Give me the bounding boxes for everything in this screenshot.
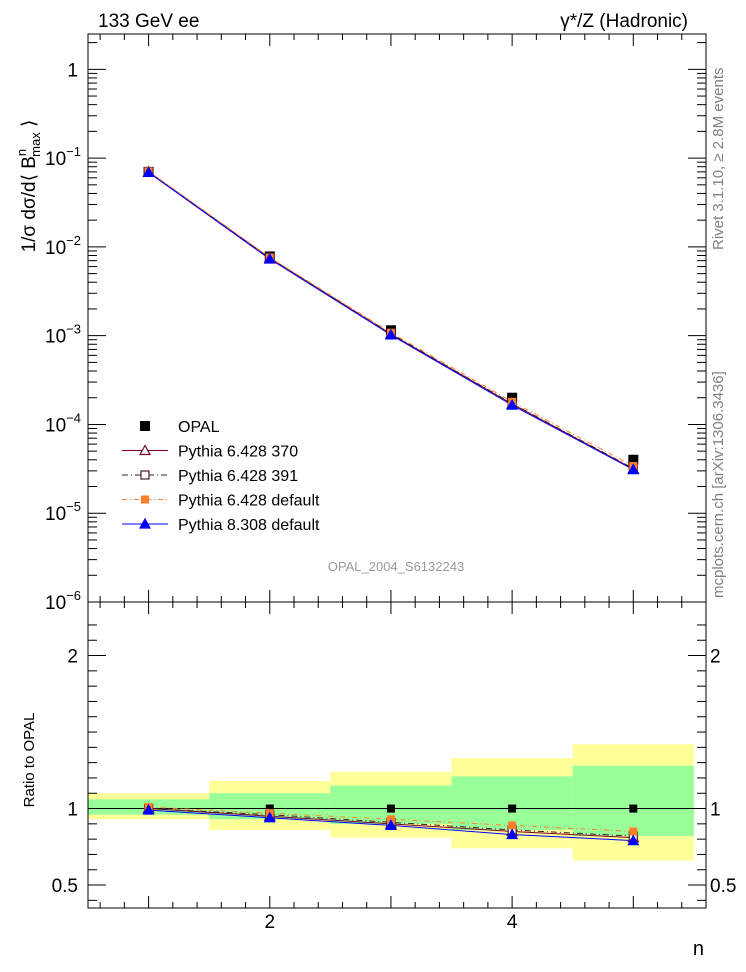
main-line-pythia-6-428-default [148, 170, 634, 467]
ratio-y-tick-label: 0.5 [52, 876, 78, 897]
main-point-pythia-8-308-default [506, 398, 519, 410]
legend-marker [141, 495, 149, 504]
ratio-point-pythia-8-308-default [142, 803, 155, 815]
main-point-pythia-8-308-default [627, 463, 640, 475]
main-y-axis-label: 1/σ dσ/d⟨ Bnmax ⟩ [14, 120, 43, 253]
analysis-id-label: OPAL_2004_S6132243 [328, 559, 464, 574]
axis-ticks [88, 34, 706, 908]
mcplots-label: mcplots.cern.ch [arXiv:1306.3436] [710, 371, 727, 598]
main-y-tick-label: 10−3 [45, 322, 81, 348]
legend-label: Pythia 8.308 default [178, 517, 320, 534]
main-y-axis-label-sup: n [14, 149, 29, 156]
main-series-lines [148, 170, 634, 471]
main-y-tick-label: 10−1 [45, 144, 81, 170]
x-tick-label: 4 [507, 912, 518, 933]
ratio-y-tick-label: 2 [67, 647, 78, 668]
header-right-label: γ*/Z (Hadronic) [560, 11, 688, 32]
main-y-tick-label: 10−6 [45, 588, 81, 614]
main-y-tick-label: 10−2 [45, 233, 81, 259]
ratio-error-bands [88, 744, 694, 861]
ratio-y-tick-label-right: 2 [710, 647, 721, 668]
main-y-axis-label-sub: max [28, 132, 43, 157]
ratio-line-pythia-6-428-391 [148, 808, 634, 837]
ratio-point-opal [508, 804, 517, 813]
ratio-point-opal [265, 804, 274, 813]
ratio-point-pythia-8-308-default [263, 811, 276, 823]
ratio-point-pythia-8-308-default [627, 834, 640, 846]
panel-frames [87, 33, 707, 909]
x-axis-label: n [693, 938, 704, 960]
ratio-point-pythia-8-308-default [506, 828, 519, 840]
legend: OPAL Pythia 6.428 370 Pythia 6.428 391 Pyth… [122, 419, 320, 534]
x-tick-label: 2 [264, 912, 275, 933]
axis-tick-labels: 1 10−1 10−2 10−3 10−4 10−5 10−6 0.5 0.5 1 1 2 2 2 4 [45, 60, 736, 933]
legend-marker [138, 517, 152, 529]
legend-marker [138, 444, 152, 456]
ratio-band-inner [572, 765, 694, 837]
main-line-pythia-6-428-370 [148, 171, 634, 470]
main-point-pythia-8-308-default [263, 252, 276, 264]
ratio-point-pythia-8-308-default [384, 819, 397, 830]
legend-label: OPAL [178, 419, 220, 436]
main-line-pythia-8-308-default [148, 172, 634, 471]
ratio-point-opal [629, 804, 638, 813]
ratio-point-pythia-6-428-default [629, 827, 638, 836]
main-point-pythia-8-308-default [384, 328, 397, 340]
main-point-pythia-8-308-default [142, 166, 155, 178]
ratio-y-tick-label: 1 [67, 800, 78, 821]
main-y-tick-label: 10−5 [45, 499, 81, 525]
rivet-version-label: Rivet 3.1.10, ≥ 2.8M events [710, 68, 727, 251]
main-y-axis-label-text: 1/σ dσ/d⟨ B [19, 156, 40, 252]
header-left-label: 133 GeV ee [98, 11, 199, 32]
main-series-markers [142, 165, 640, 475]
ratio-series-markers [142, 802, 640, 846]
ratio-y-tick-label-right: 0.5 [710, 876, 736, 897]
main-point-opal [507, 392, 518, 403]
main-y-tick-label: 1 [67, 60, 78, 81]
ratio-band-inner [451, 776, 573, 830]
ratio-y-axis-label: Ratio to OPAL [21, 713, 38, 808]
legend-marker [140, 421, 150, 431]
ratio-point-pythia-6-428-default [508, 821, 517, 830]
legend-label: Pythia 6.428 370 [178, 444, 298, 461]
legend-label: Pythia 6.428 default [178, 493, 320, 510]
svg-text:1/σ dσ/d⟨ Bnmax ⟩: 1/σ dσ/d⟨ Bnmax ⟩ [14, 120, 43, 253]
legend-label: Pythia 6.428 391 [178, 468, 298, 485]
main-line-pythia-6-428-391 [148, 171, 634, 469]
main-y-tick-label: 10−4 [45, 410, 81, 436]
ratio-y-tick-label-right: 1 [710, 800, 721, 821]
main-point-opal [628, 454, 639, 465]
ratio-panel-frame [87, 601, 707, 909]
ratio-point-opal [386, 804, 395, 813]
main-y-axis-label-end: ⟩ [19, 120, 40, 133]
legend-marker [140, 470, 150, 480]
